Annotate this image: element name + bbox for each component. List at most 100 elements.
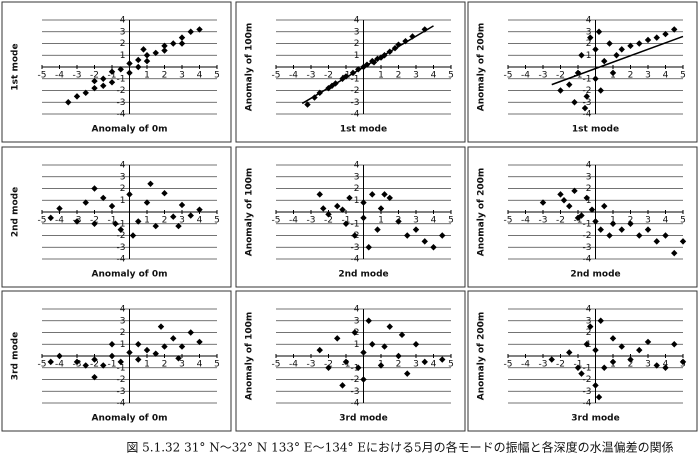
- point: [82, 362, 89, 369]
- point: [170, 335, 177, 342]
- point: [56, 205, 63, 212]
- x-tick-label: 2: [628, 71, 634, 81]
- point: [679, 238, 687, 245]
- point: [381, 343, 388, 350]
- point: [342, 358, 350, 366]
- y-tick-label: 2: [586, 184, 592, 194]
- point: [404, 232, 411, 239]
- point: [82, 199, 89, 206]
- point: [175, 222, 182, 230]
- point: [170, 40, 177, 47]
- point: [351, 232, 358, 239]
- x-tick-label: -5: [38, 71, 47, 81]
- x-tick-label: 5: [680, 71, 686, 81]
- point: [135, 56, 142, 64]
- point: [117, 66, 124, 73]
- x-tick-label: 3: [413, 216, 419, 226]
- point: [644, 226, 652, 233]
- y-tick-label: -4: [117, 255, 126, 265]
- y-tick-label: -3: [117, 243, 126, 253]
- point: [430, 244, 437, 251]
- x-tick-label: 3: [645, 216, 651, 226]
- point: [609, 220, 617, 227]
- x-tick-label: -2: [324, 360, 333, 370]
- point: [618, 343, 625, 350]
- point: [581, 104, 589, 112]
- point: [126, 60, 133, 67]
- y-tick-label: 3: [586, 316, 592, 326]
- point: [161, 42, 168, 50]
- point: [636, 40, 643, 47]
- y-tick-label: -2: [117, 375, 126, 385]
- x-axis-label: 2nd mode: [570, 270, 620, 280]
- x-tick-label: -3: [539, 216, 548, 226]
- point: [316, 191, 323, 198]
- y-tick-label: -2: [583, 86, 592, 96]
- point: [143, 57, 151, 65]
- y-tick-label: -1: [117, 219, 126, 229]
- point: [583, 93, 590, 100]
- point: [644, 338, 652, 346]
- point: [560, 197, 568, 204]
- y-tick-label: -1: [351, 74, 360, 84]
- panel-frame: [467, 146, 698, 288]
- point: [147, 180, 154, 187]
- x-tick-label: -4: [521, 71, 530, 81]
- point: [91, 356, 98, 363]
- point: [597, 87, 604, 94]
- x-tick-label: -1: [574, 360, 583, 370]
- y-tick-label: -1: [583, 219, 592, 229]
- point: [583, 194, 590, 202]
- point: [395, 352, 402, 360]
- point: [671, 249, 678, 257]
- x-tick-label: -1: [108, 71, 117, 81]
- point: [334, 202, 341, 210]
- x-tick-label: 1: [378, 71, 384, 81]
- y-tick-label: -3: [117, 387, 126, 397]
- x-tick-label: 4: [431, 71, 437, 81]
- point: [601, 202, 608, 210]
- point: [381, 52, 388, 59]
- x-tick-label: -5: [272, 71, 281, 81]
- point: [170, 213, 177, 220]
- y-axis-label: Anomaly of 100m: [245, 23, 255, 112]
- y-tick-label: -4: [351, 255, 360, 265]
- point: [178, 40, 186, 47]
- point: [404, 370, 411, 377]
- point: [609, 69, 617, 77]
- y-tick-label: 4: [354, 16, 360, 26]
- x-tick-label: 2: [162, 216, 168, 226]
- point: [374, 55, 381, 62]
- point: [583, 341, 590, 348]
- point: [566, 349, 573, 356]
- panel-frame: [467, 1, 698, 143]
- y-tick-label: 1: [120, 51, 126, 61]
- x-tick-label: 3: [179, 360, 185, 370]
- y-tick-label: -3: [351, 243, 360, 253]
- point: [161, 47, 168, 54]
- point: [592, 46, 599, 53]
- x-tick-label: -2: [556, 360, 565, 370]
- x-tick-label: 2: [396, 360, 402, 370]
- x-tick-label: 2: [396, 71, 402, 81]
- y-tick-label: 3: [354, 316, 360, 326]
- point: [421, 358, 428, 366]
- point: [548, 356, 555, 363]
- y-tick-label: -2: [351, 86, 360, 96]
- y-tick-label: 4: [354, 161, 360, 171]
- point: [412, 341, 420, 348]
- x-axis-label: 1st mode: [340, 125, 387, 135]
- x-tick-label: 3: [413, 71, 419, 81]
- y-tick-label: -2: [117, 231, 126, 241]
- point: [578, 212, 585, 219]
- y-tick-label: 4: [586, 305, 592, 315]
- point: [100, 194, 107, 202]
- y-tick-label: 1: [586, 51, 592, 61]
- point: [618, 226, 625, 233]
- point: [386, 323, 393, 330]
- point: [592, 346, 599, 354]
- point: [370, 59, 378, 66]
- x-tick-label: -5: [504, 216, 513, 226]
